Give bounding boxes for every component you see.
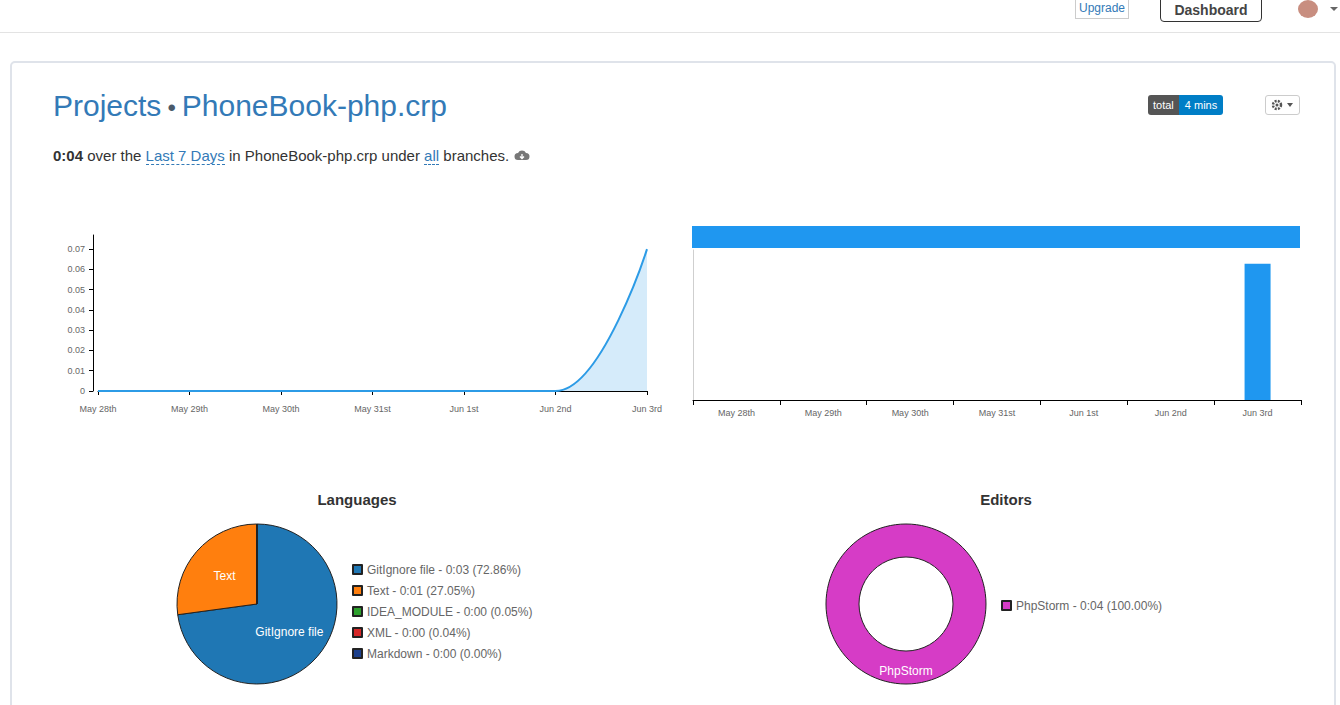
svg-text:PhpStorm - 0:04 (100.00%): PhpStorm - 0:04 (100.00%) [1016, 599, 1162, 613]
svg-text:Editors: Editors [980, 491, 1032, 508]
html-text:Upgrade: Upgrade [1079, 1, 1125, 15]
svg-text:May 28th: May 28th [718, 408, 755, 418]
svg-text:0.01: 0.01 [67, 366, 85, 376]
svg-text:0.07: 0.07 [67, 244, 85, 254]
svg-text:May 30th: May 30th [262, 404, 299, 414]
svg-text:0.03: 0.03 [67, 325, 85, 335]
svg-text:0.06: 0.06 [67, 264, 85, 274]
svg-text:May 29th: May 29th [805, 408, 842, 418]
svg-text:Jun 2nd: Jun 2nd [1155, 408, 1187, 418]
svg-text:Jun 3rd: Jun 3rd [1243, 408, 1273, 418]
svg-text:0.02: 0.02 [67, 345, 85, 355]
svg-text:Languages: Languages [317, 491, 396, 508]
svg-text:0.04: 0.04 [67, 305, 85, 315]
svg-text:XML - 0:00 (0.04%): XML - 0:00 (0.04%) [367, 626, 471, 640]
svg-text:IDEA_MODULE - 0:00 (0.05%): IDEA_MODULE - 0:00 (0.05%) [367, 605, 532, 619]
svg-text:May 31st: May 31st [354, 404, 391, 414]
svg-text:GitIgnore file: GitIgnore file [255, 625, 323, 639]
svg-text:Jun 1st: Jun 1st [1069, 408, 1099, 418]
html-text:Dashboard: Dashboard [1174, 2, 1248, 18]
html-text:Projects • PhoneBook-php.crp: Projects • PhoneBook-php.crp [53, 89, 447, 122]
svg-text:May 29th: May 29th [171, 404, 208, 414]
svg-text:Jun 2nd: Jun 2nd [539, 404, 571, 414]
html-text:0:04 over the Last 7 Days in P: 0:04 over the Last 7 Days in PhoneBook-p… [53, 147, 510, 164]
svg-text:Text: Text [214, 569, 237, 583]
svg-text:May 28th: May 28th [79, 404, 116, 414]
svg-text:PhpStorm: PhpStorm [879, 664, 932, 678]
svg-text:0: 0 [80, 386, 85, 396]
svg-text:Markdown - 0:00 (0.00%): Markdown - 0:00 (0.00%) [367, 647, 502, 661]
svg-text:Jun 1st: Jun 1st [449, 404, 479, 414]
svg-text:May 30th: May 30th [892, 408, 929, 418]
html-text:4 mins: 4 mins [1184, 99, 1218, 111]
svg-text:May 31st: May 31st [979, 408, 1016, 418]
html-text:total: total [1153, 99, 1174, 111]
svg-text:0.05: 0.05 [67, 285, 85, 295]
svg-text:GitIgnore file - 0:03 (72.86%): GitIgnore file - 0:03 (72.86%) [367, 563, 521, 577]
svg-text:Jun 3rd: Jun 3rd [632, 404, 662, 414]
svg-text:Text - 0:01 (27.05%): Text - 0:01 (27.05%) [367, 584, 475, 598]
